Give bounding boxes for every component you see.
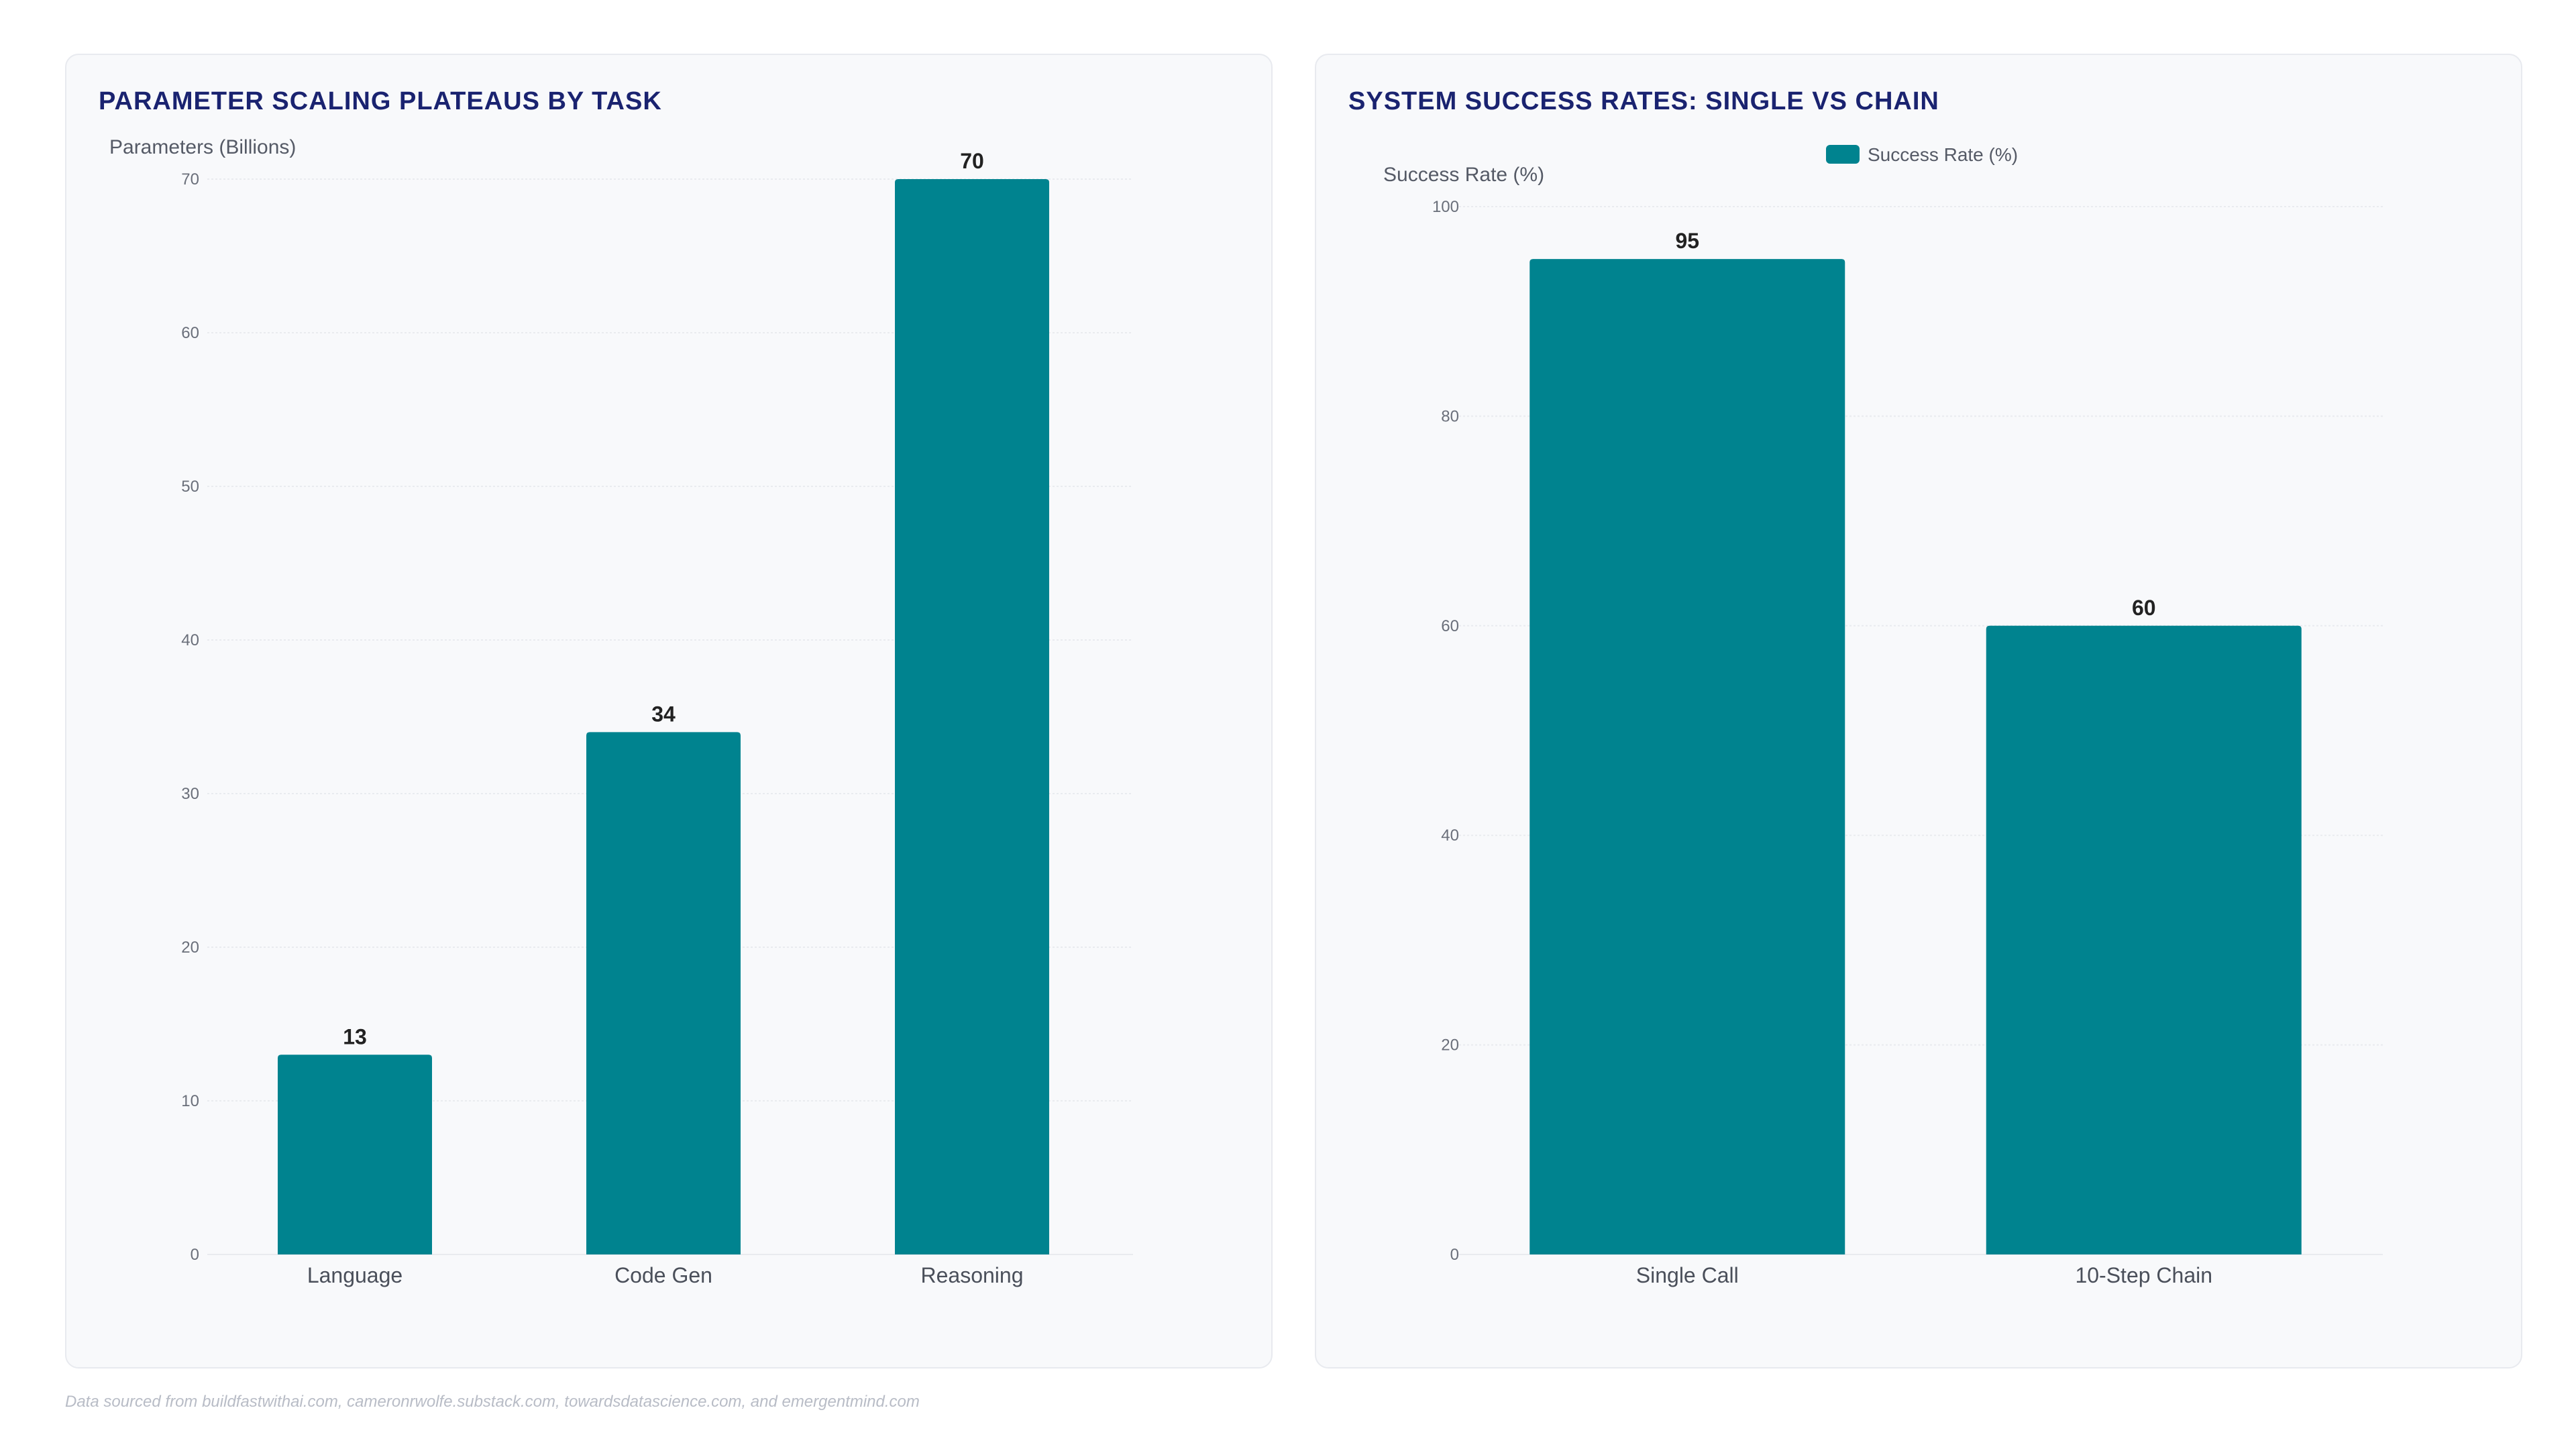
bar <box>895 179 1049 1254</box>
y-tick-label: 100 <box>1432 198 1459 216</box>
bar <box>278 1055 432 1254</box>
x-tick-label: 10-Step Chain <box>2075 1263 2212 1287</box>
y-tick-label: 80 <box>1441 407 1459 425</box>
y-tick-label: 50 <box>181 478 199 496</box>
y-axis-label: Success Rate (%) <box>1383 164 1544 186</box>
x-tick-label: Language <box>307 1263 402 1287</box>
y-tick-label: 20 <box>1441 1036 1459 1055</box>
y-tick-label: 70 <box>181 170 199 189</box>
chart-panel-parameters: PARAMETER SCALING PLATEAUS BY TASK Param… <box>65 54 1273 1368</box>
data-label: 95 <box>1675 229 1699 253</box>
y-tick-label: 60 <box>181 324 199 342</box>
data-label: 60 <box>2132 596 2156 620</box>
y-tick-label: 30 <box>181 785 199 803</box>
y-tick-label: 0 <box>1450 1246 1459 1264</box>
chart-panel-success: SYSTEM SUCCESS RATES: SINGLE VS CHAIN Su… <box>1315 54 2522 1368</box>
parameters-chart: Parameters (Billions) 0 10 20 30 40 50 60 70 13 La… <box>109 136 1133 1287</box>
y-tick-label: 40 <box>1441 826 1459 845</box>
data-label: 13 <box>343 1024 367 1049</box>
chart-title: SYSTEM SUCCESS RATES: SINGLE VS CHAIN <box>1348 87 1939 115</box>
y-tick-label: 40 <box>181 631 199 649</box>
bar <box>1529 259 1845 1255</box>
legend-swatch <box>1826 145 1860 164</box>
source-footnote: Data sourced from buildfastwithai.com, c… <box>65 1393 920 1411</box>
y-tick-label: 0 <box>191 1246 199 1264</box>
legend-entry: Success Rate (%) <box>1868 144 2018 165</box>
y-tick-label: 60 <box>1441 617 1459 635</box>
y-tick-label: 20 <box>181 938 199 957</box>
bar <box>586 732 741 1254</box>
x-tick-label: Code Gen <box>614 1263 712 1287</box>
data-label: 70 <box>960 149 984 173</box>
chart-title: PARAMETER SCALING PLATEAUS BY TASK <box>99 87 662 115</box>
data-label: 34 <box>651 702 676 726</box>
x-tick-label: Single Call <box>1636 1263 1739 1287</box>
y-axis-label: Parameters (Billions) <box>109 136 296 158</box>
x-tick-label: Reasoning <box>921 1263 1024 1287</box>
bar <box>1986 625 2302 1254</box>
success-chart: Success Rate (%) 0 20 40 60 80 100 95 Single Cal… <box>1383 144 2383 1287</box>
y-tick-label: 10 <box>181 1092 199 1110</box>
